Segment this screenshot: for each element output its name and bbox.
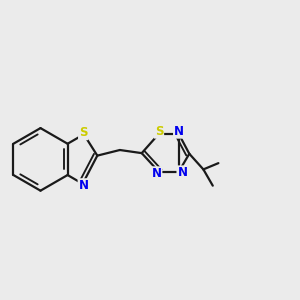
Text: N: N — [177, 166, 188, 179]
Text: N: N — [174, 125, 184, 138]
Text: S: S — [79, 126, 88, 139]
Text: N: N — [79, 179, 88, 192]
Text: S: S — [155, 125, 163, 138]
Text: N: N — [152, 167, 161, 180]
